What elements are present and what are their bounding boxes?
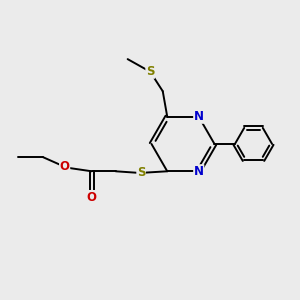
Text: O: O [87,190,97,204]
Text: S: S [137,166,146,179]
Text: N: N [194,165,204,178]
Text: O: O [60,160,70,173]
Text: N: N [194,110,204,123]
Text: S: S [146,65,154,78]
